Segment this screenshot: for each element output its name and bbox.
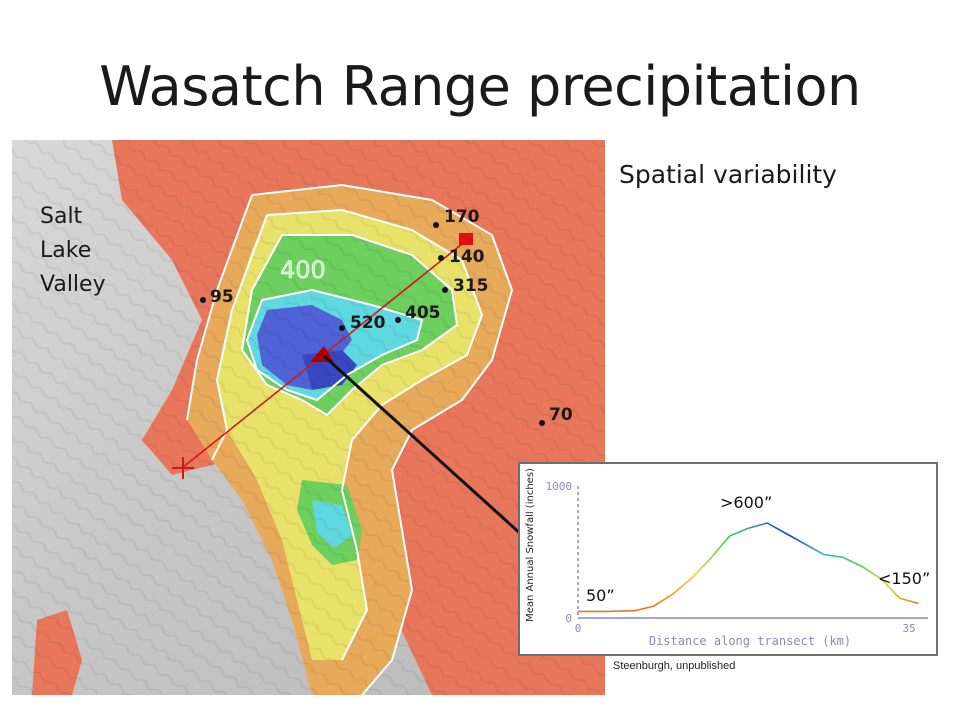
station-markers: 170 140 315 95 405 520 70 (200, 207, 573, 426)
station-label: 315 (453, 276, 489, 296)
contour-lines (186, 183, 514, 695)
y-tick-group: 0 1000 (546, 480, 573, 625)
source-credit: Steenburgh, unpublished (613, 660, 736, 672)
annotation-low-west: 50” (586, 586, 615, 605)
snowfall-transect-chart: 0 35 0 1000 Mean Annual Snowfall (inches) … (518, 462, 938, 656)
station-label: 520 (350, 313, 386, 333)
station-label: 405 (405, 303, 441, 323)
salt-lake-valley-label: Salt Lake Valley (40, 200, 106, 302)
y-tick-label: 1000 (546, 480, 573, 493)
x-tick-label: 0 (575, 622, 582, 635)
valley-label-line: Salt (40, 204, 83, 229)
annotation-low-east: <150” (878, 569, 930, 588)
y-axis-label: Mean Annual Snowfall (inches) (525, 468, 536, 622)
inset-leader-line (322, 354, 524, 537)
y-tick-label: 0 (565, 612, 572, 625)
station-label: 70 (549, 405, 573, 425)
x-tick-label: 35 (902, 622, 915, 635)
transect-start-marker (172, 457, 194, 479)
station-label: 140 (449, 247, 485, 267)
relief-texture (12, 140, 605, 695)
side-heading: Spatial variability (619, 160, 837, 189)
precipitation-map: 400 170 140 315 95 405 520 (12, 140, 605, 695)
contour-label: 400 (280, 256, 326, 284)
valley-label-line: Valley (40, 272, 106, 297)
transect-end-marker (459, 233, 473, 245)
x-axis-label: Distance along transect (km) (649, 634, 851, 648)
slide-title: Wasatch Range precipitation (99, 55, 861, 118)
valley-label-line: Lake (40, 238, 92, 263)
x-tick-group: 0 35 (575, 622, 916, 635)
station-label: 170 (444, 207, 480, 227)
annotation-peak: >600” (720, 493, 772, 512)
snowfall-series-line (578, 522, 919, 613)
station-label: 95 (210, 287, 234, 307)
